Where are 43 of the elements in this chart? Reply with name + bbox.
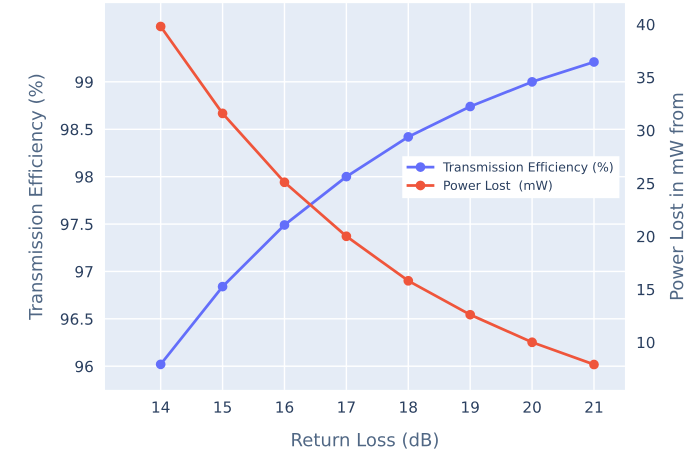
x-tick-label: 15 (214, 402, 231, 413)
y-tick-label: 99 (75, 76, 93, 88)
legend-label: Power Lost (mW) (444, 180, 552, 192)
y-tick-label: 98 (75, 171, 93, 183)
y2-tick-label: 10 (638, 336, 654, 348)
y2-tick-label: 15 (638, 284, 654, 296)
point (403, 132, 414, 142)
point (342, 231, 352, 242)
x-tick-label: 16 (276, 401, 294, 413)
legend-label: Transmission Efficiency (%) (442, 162, 613, 174)
point (280, 177, 290, 188)
y-axis-title: Transmission Efficiency (%) (28, 74, 46, 320)
point (156, 22, 166, 32)
point (465, 102, 476, 112)
y2-tick-label: 25 (637, 178, 654, 190)
x-tick-label: 19 (462, 401, 479, 413)
x-tick-label: 18 (400, 401, 417, 413)
x-tick-label: 20 (523, 401, 541, 413)
point (403, 276, 414, 286)
point (280, 220, 290, 230)
x-tick-label: 21 (585, 401, 602, 413)
point (342, 172, 352, 182)
y2-tick-label: 40 (636, 18, 654, 30)
point (218, 282, 228, 292)
y2-axis-title: Power Lost in mW from (669, 94, 684, 300)
point (589, 57, 599, 67)
y2-tick-label: 35 (637, 72, 654, 84)
y-tick-label: 96.5 (60, 313, 93, 325)
point (218, 108, 228, 118)
point (465, 310, 476, 320)
x-tick-label: 17 (338, 402, 355, 413)
y-tick-label: 97.5 (60, 218, 93, 230)
y-tick-label: 96 (75, 360, 93, 372)
y-tick-label: 98.5 (60, 124, 93, 136)
y2-tick-label: 20 (637, 230, 654, 242)
y2-tick-label: 30 (637, 124, 654, 136)
x-tick-label: 14 (152, 402, 170, 413)
point (527, 77, 537, 87)
x-axis-title: Return Loss (dB) (292, 432, 438, 449)
y-tick-label: 97 (75, 266, 93, 278)
point (589, 360, 599, 370)
point (156, 359, 166, 370)
point (527, 337, 537, 348)
